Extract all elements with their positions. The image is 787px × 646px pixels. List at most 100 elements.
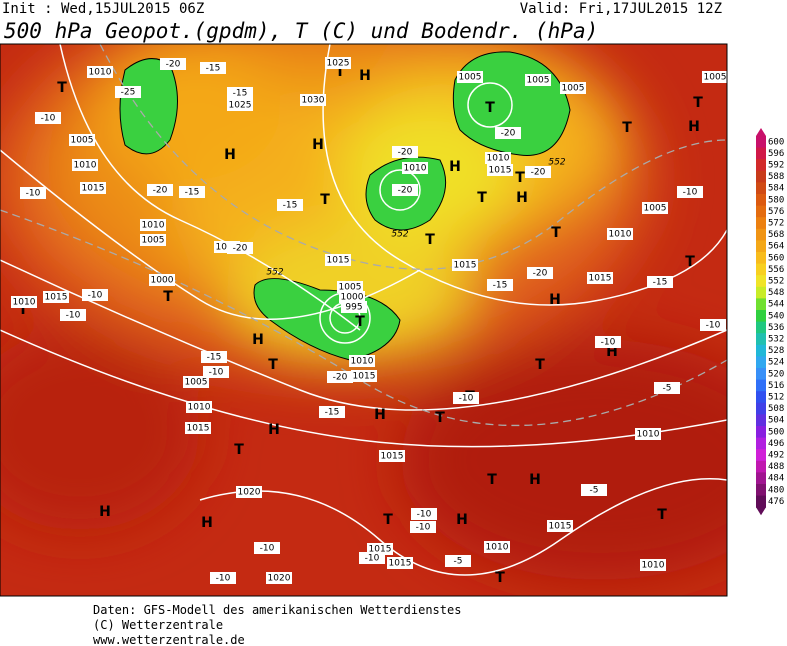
colorbar-label: 516 [768,381,784,391]
pressure-center: H [456,512,468,528]
footer-line: (C) Wetterzentrale [93,618,223,632]
label-box [266,572,292,584]
label-box [654,382,680,394]
isobar-label: 1010 [642,561,665,571]
label-box [325,254,351,266]
colorbar-tip [756,128,766,136]
colorbar-swatch [756,460,766,473]
label-box [402,162,428,174]
pressure-center: H [688,119,700,135]
colorbar-swatch [756,321,766,334]
label-box [452,259,478,271]
colorbar-swatch [756,263,766,276]
colorbar-label: 552 [768,277,784,287]
label-box [149,274,175,286]
colorbar-swatch [756,368,766,381]
pressure-center: T [477,190,487,206]
colorbar-swatch [756,240,766,253]
temperature-label: -5 [663,384,672,394]
label-box [700,319,726,331]
label-box [147,184,173,196]
pressure-center: H [606,344,618,360]
label-box [327,371,353,383]
label-box [485,152,511,164]
colorbar-label: 536 [768,323,784,333]
isobar-label: 1010 [89,68,112,78]
pressure-center: H [549,292,561,308]
isobar-label: 1010 [188,403,211,413]
label-box [445,555,471,567]
isobar-label: 1010 [74,161,97,171]
label-box [236,486,262,498]
map-title: 500 hPa Geopot.(gpdm), T (C) und Bodendr… [4,19,598,43]
label-box [410,521,436,533]
label-box [69,134,95,146]
label-box [341,301,367,313]
label-box [411,508,437,520]
label-box [595,336,621,348]
colorbar-swatch [756,275,766,288]
temperature-label: -20 [153,186,168,196]
label-box [525,166,551,178]
label-box [677,186,703,198]
isobar-label: 1015 [489,166,512,176]
pressure-center: T [685,254,695,270]
isobar-label: 1000 [151,276,174,286]
label-box [487,279,513,291]
label-box [80,182,106,194]
isobar-label: 1005 [339,283,362,293]
temperature-label: -15 [325,408,340,418]
label-box [581,484,607,496]
isobar-label: 1015 [389,559,412,569]
temperature-label: -20 [398,186,413,196]
colorbar-swatch [756,379,766,392]
label-box [160,58,186,70]
label-box [140,234,166,246]
temperature-label: -20 [398,148,413,158]
isobar-label: 1020 [268,574,291,584]
colorbar-label: 528 [768,346,784,356]
pressure-center: T [485,100,495,116]
label-box [379,450,405,462]
pressure-center: T [487,472,497,488]
pressure-center: T [18,302,28,318]
isobar-label: 1010 [637,430,660,440]
pressure-center: T [657,507,667,523]
isobar-label: 1015 [82,184,105,194]
isobar-label: 1010 [351,357,374,367]
pressure-center: T [622,120,632,136]
label-box [200,62,226,74]
pressure-center: H [449,159,461,175]
colorbar-swatch [756,182,766,195]
label-box [635,428,661,440]
colorbar-swatch [756,205,766,218]
isobar-label: 1015 [353,372,376,382]
colorbar-label: 580 [768,195,784,205]
colorbar-swatch [756,159,766,172]
pressure-center: T [383,512,393,528]
colorbar-swatch [756,310,766,323]
label-box [392,146,418,158]
label-box [325,57,351,69]
label-box [560,82,586,94]
label-box [115,86,141,98]
colorbar-swatch [756,298,766,311]
pressure-center: H [268,422,280,438]
label-box [351,370,377,382]
temperature-label: -20 [501,129,516,139]
colorbar-label: 560 [768,253,784,263]
colorbar-label: 496 [768,439,784,449]
label-box [359,552,385,564]
label-box [387,557,413,569]
label-box [319,406,345,418]
colorbar-swatch [756,484,766,497]
colorbar-label: 592 [768,161,784,171]
colorbar-label: 492 [768,451,784,461]
temperature-label: -15 [493,281,508,291]
pressure-center: H [99,504,111,520]
isobar-label: 1025 [327,59,350,69]
pressure-center: T [435,410,445,426]
pressure-center: T [693,95,703,111]
label-box [11,296,37,308]
